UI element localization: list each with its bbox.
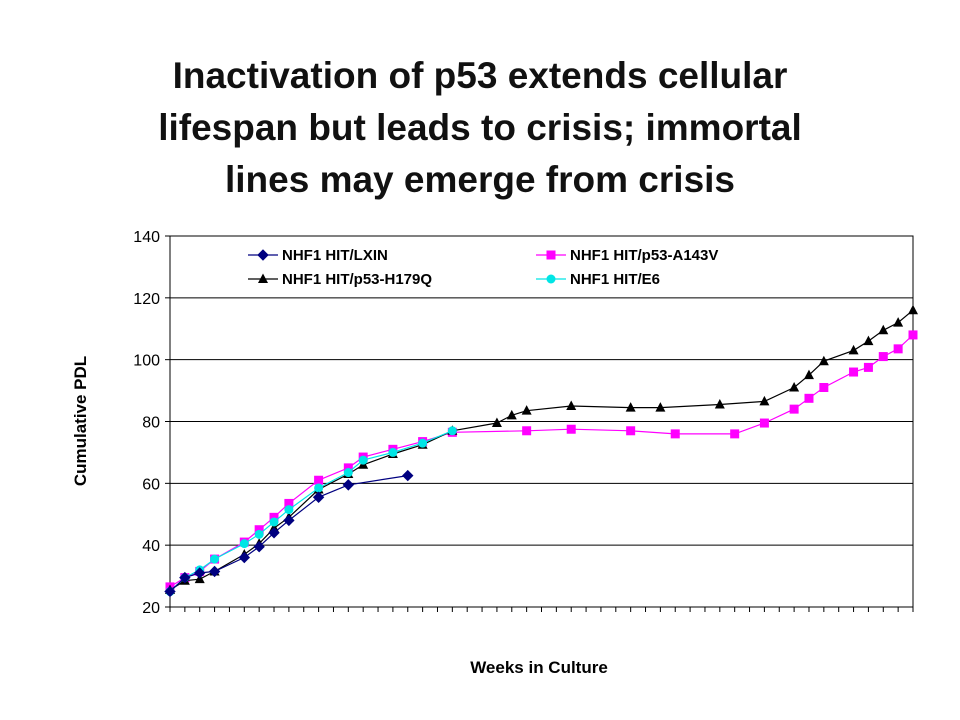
y-tick-label: 100 <box>133 353 160 370</box>
legend-entry-0: NHF1 HIT/LXIN <box>248 247 388 264</box>
data-point <box>625 402 636 412</box>
legend-label: NHF1 HIT/p53-A143V <box>570 247 718 264</box>
data-point <box>626 426 636 436</box>
data-point <box>566 400 577 411</box>
data-point <box>670 429 680 439</box>
legend-label: NHF1 HIT/LXIN <box>282 247 388 264</box>
data-point <box>655 402 666 412</box>
data-point <box>491 417 502 428</box>
data-point <box>284 498 294 508</box>
data-point <box>253 541 265 553</box>
data-point <box>878 324 889 335</box>
title-line-1: Inactivation of p53 extends cellular <box>172 55 788 96</box>
data-point <box>521 405 532 415</box>
data-point <box>238 551 251 564</box>
data-point <box>893 317 904 327</box>
legend-label: NHF1 HIT/p53-H179Q <box>282 271 432 288</box>
data-point <box>343 463 353 473</box>
series-line <box>169 334 914 588</box>
data-point <box>254 529 264 539</box>
data-point <box>863 335 874 346</box>
grid-lines <box>170 297 913 546</box>
title-line-3: lines may emerge from crisis <box>224 159 736 200</box>
series-0 <box>164 469 414 598</box>
y-tick-label: 120 <box>133 291 160 308</box>
y-tick-label: 20 <box>142 600 160 617</box>
series-3 <box>165 426 457 597</box>
data-point <box>312 491 325 503</box>
data-point <box>194 567 206 579</box>
data-point <box>803 369 814 380</box>
data-point <box>358 455 368 465</box>
data-point <box>848 344 859 355</box>
data-point <box>210 554 220 564</box>
data-point <box>849 367 859 377</box>
data-point <box>714 398 725 409</box>
data-point <box>343 468 353 478</box>
data-point <box>730 429 740 439</box>
data-point <box>388 447 398 457</box>
data-point <box>268 527 280 539</box>
y-axis-title: Cumulative PDL <box>71 356 90 486</box>
data-point <box>208 565 221 578</box>
data-point <box>418 438 428 448</box>
data-point <box>818 355 829 366</box>
data-point <box>506 409 517 420</box>
data-point <box>566 424 576 434</box>
y-tick-label: 60 <box>142 476 160 493</box>
x-axis-ticks <box>169 607 914 612</box>
data-point <box>402 469 414 482</box>
data-point <box>908 330 918 340</box>
data-point <box>254 525 264 535</box>
data-point <box>284 505 294 515</box>
series-line <box>169 309 914 591</box>
legend-entry-1: NHF1 HIT/p53-A143V <box>536 247 718 264</box>
data-point <box>908 304 918 315</box>
data-point <box>342 479 355 491</box>
data-point <box>759 418 769 428</box>
legend-marker <box>546 274 556 284</box>
x-axis-title: Weeks in Culture <box>470 658 608 677</box>
data-point <box>789 381 800 392</box>
data-point <box>269 512 279 522</box>
data-point <box>283 514 295 527</box>
data-point <box>804 393 814 403</box>
series-line <box>169 475 408 592</box>
legend-label: NHF1 HIT/E6 <box>570 271 660 288</box>
series-layer <box>164 304 918 598</box>
y-axis-ticks: 20 40 60 80 100 120 140 <box>133 229 170 617</box>
legend-marker <box>258 273 268 283</box>
data-point <box>164 585 176 598</box>
data-point <box>522 426 532 436</box>
data-point <box>269 517 279 527</box>
data-point <box>314 483 324 493</box>
data-point <box>789 404 799 414</box>
y-tick-label: 140 <box>133 229 160 246</box>
legend-marker <box>257 249 269 261</box>
data-point <box>314 475 324 485</box>
slide-title: Inactivation of p53 extends cellular lif… <box>60 50 900 206</box>
legend-marker <box>546 250 556 260</box>
data-point <box>863 362 873 372</box>
legend-entry-2: NHF1 HIT/p53-H179Q <box>248 271 432 288</box>
series-1 <box>165 330 918 592</box>
data-point <box>893 344 903 354</box>
series-line <box>169 430 453 592</box>
data-point <box>819 382 829 392</box>
y-tick-label: 40 <box>142 538 160 555</box>
title-line-2: lifespan but leads to crisis; immortal <box>158 107 802 148</box>
series-2 <box>165 304 918 594</box>
data-point <box>239 539 249 549</box>
legend-entry-3: NHF1 HIT/E6 <box>536 271 660 288</box>
data-point <box>759 395 770 406</box>
data-point <box>447 426 457 436</box>
data-point <box>179 571 191 584</box>
y-tick-label: 80 <box>142 415 160 432</box>
legend: NHF1 HIT/LXIN NHF1 HIT/p53-A143V NHF1 HIT/… <box>248 247 718 288</box>
data-point <box>878 352 888 362</box>
